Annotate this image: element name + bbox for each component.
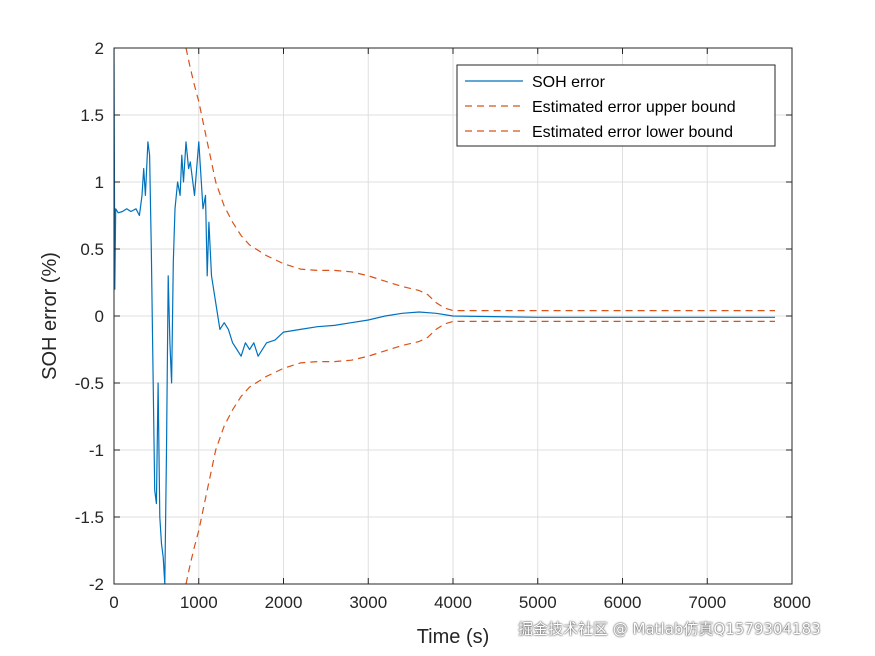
- legend-box: [456, 64, 776, 147]
- y-tick-label: 0: [95, 307, 104, 326]
- y-tick-label: -2: [89, 575, 104, 594]
- watermark: 掘金技术社区 @ Matlab仿真Q1579304183: [518, 620, 821, 638]
- x-ticks: 0 1000 2000 3000 4000 5000 6000 7000 8000: [109, 48, 811, 612]
- y-tick-label: -1.5: [75, 508, 104, 527]
- x-tick-label: 3000: [349, 593, 387, 612]
- y-ticks: -2 -1.5 -1 -0.5 0 0.5 1 1.5 2: [75, 39, 792, 594]
- x-axis-label: Time (s): [417, 626, 490, 648]
- x-tick-label: 5000: [519, 593, 557, 612]
- series-lower-bound: [185, 320, 775, 584]
- x-tick-label: 8000: [773, 593, 811, 612]
- y-tick-label: 2: [95, 39, 104, 58]
- plot-area: [114, 48, 775, 584]
- x-tick-label: 6000: [604, 593, 642, 612]
- legend-label-soh-error: SOH error: [532, 74, 606, 91]
- legend-label-upper-bound: Estimated error upper bound: [532, 99, 736, 116]
- series-layer: [114, 48, 775, 584]
- x-tick-label: 4000: [434, 593, 472, 612]
- x-tick-label: 7000: [688, 593, 726, 612]
- x-tick-label: 1000: [180, 593, 218, 612]
- y-axis-label: SOH error (%): [39, 252, 61, 380]
- legend: SOH error Estimated error upper bound Es…: [456, 64, 776, 147]
- x-tick-label: 2000: [265, 593, 303, 612]
- y-tick-label: 1: [95, 173, 104, 192]
- series-upper-bound: [185, 48, 775, 312]
- legend-label-lower-bound: Estimated error lower bound: [532, 124, 733, 141]
- series-soh-error: [114, 48, 775, 584]
- y-tick-label: -0.5: [75, 374, 104, 393]
- y-tick-label: 0.5: [80, 240, 104, 259]
- x-tick-label: 0: [109, 593, 118, 612]
- y-tick-label: -1: [89, 441, 104, 460]
- y-tick-label: 1.5: [80, 106, 104, 125]
